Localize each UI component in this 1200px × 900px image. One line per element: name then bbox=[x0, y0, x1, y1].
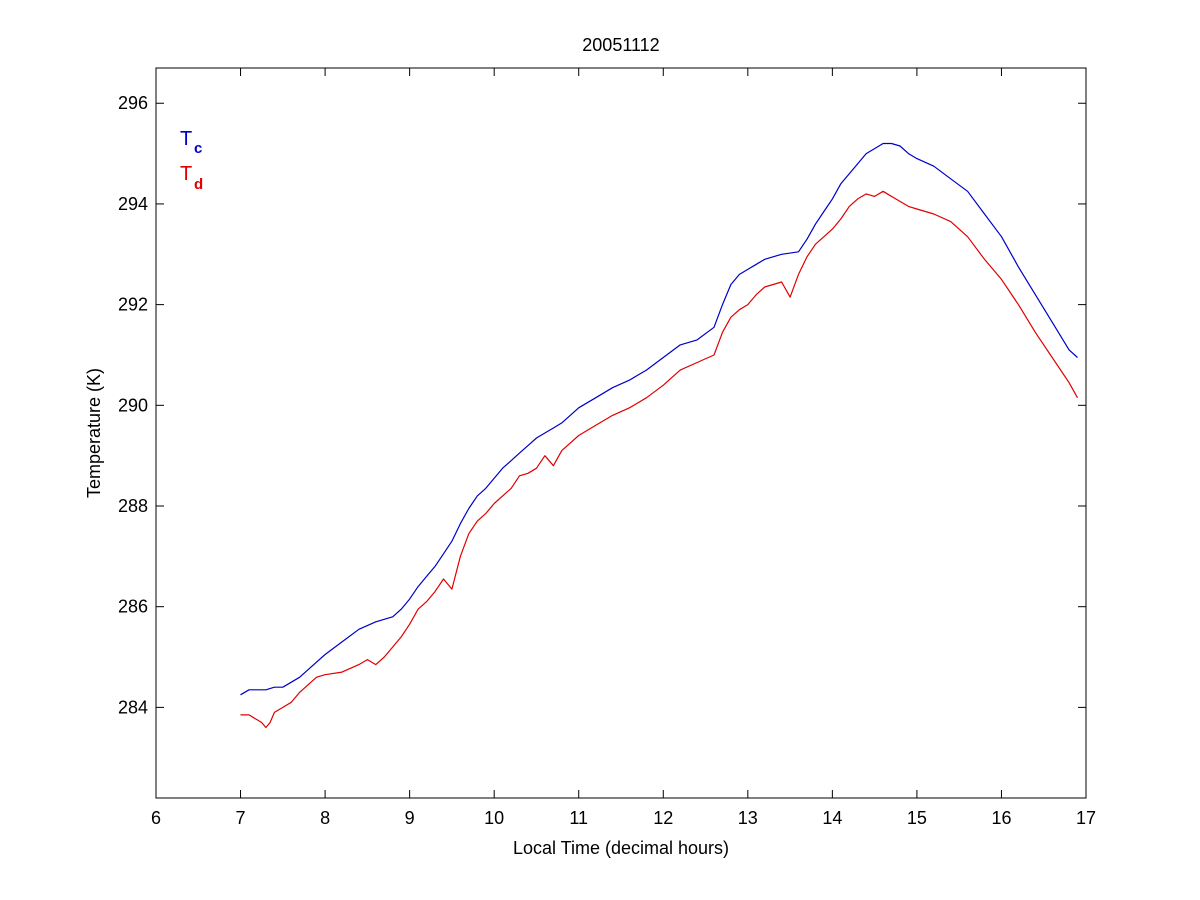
series-lines bbox=[240, 142, 1079, 729]
y-tick-label: 292 bbox=[118, 295, 148, 315]
x-tick-label: 11 bbox=[569, 808, 588, 828]
legend-entry-tc-subscript: c bbox=[194, 140, 202, 157]
x-tick-label: 10 bbox=[484, 808, 504, 828]
y-axis-label: Temperature (K) bbox=[84, 368, 104, 498]
plot-frame bbox=[155, 67, 1087, 799]
x-tick-label: 8 bbox=[320, 808, 330, 828]
x-tick-label: 14 bbox=[822, 808, 842, 828]
x-tick-label: 17 bbox=[1076, 808, 1096, 828]
y-tick-label: 286 bbox=[118, 597, 148, 617]
legend-entry-td-subscript: d bbox=[194, 176, 203, 193]
legend-entry-tc-symbol: T bbox=[180, 128, 192, 150]
x-axis-label: Local Time (decimal hours) bbox=[513, 838, 729, 858]
y-tick-label: 294 bbox=[118, 194, 148, 214]
y-tick-label: 296 bbox=[118, 93, 148, 113]
x-tick-label: 7 bbox=[236, 808, 246, 828]
x-tick-label: 12 bbox=[653, 808, 673, 828]
legend-entry-td-symbol: T bbox=[180, 163, 192, 185]
y-tick-label: 290 bbox=[118, 395, 148, 415]
plot-area bbox=[156, 68, 1086, 798]
chart-title: 20051112 bbox=[582, 35, 659, 55]
x-tick-label: 15 bbox=[907, 808, 927, 828]
legend-entry-tc: T c bbox=[180, 128, 202, 157]
x-tick-label: 16 bbox=[991, 808, 1011, 828]
tick-marks bbox=[155, 68, 1087, 798]
y-tick-label: 284 bbox=[118, 697, 148, 717]
series-line-tc bbox=[240, 142, 1078, 696]
y-tick-label: 288 bbox=[118, 496, 148, 516]
legend: T c T d bbox=[180, 128, 203, 193]
series-line-td bbox=[240, 190, 1079, 729]
x-tick-label: 6 bbox=[151, 808, 161, 828]
tick-labels: 6 7 8 9 10 11 12 13 14 15 16 17 284 286 288 290 292 294 29… bbox=[118, 93, 1096, 828]
x-tick-label: 13 bbox=[738, 808, 758, 828]
legend-entry-td: T d bbox=[180, 163, 203, 193]
x-tick-label: 9 bbox=[405, 808, 415, 828]
